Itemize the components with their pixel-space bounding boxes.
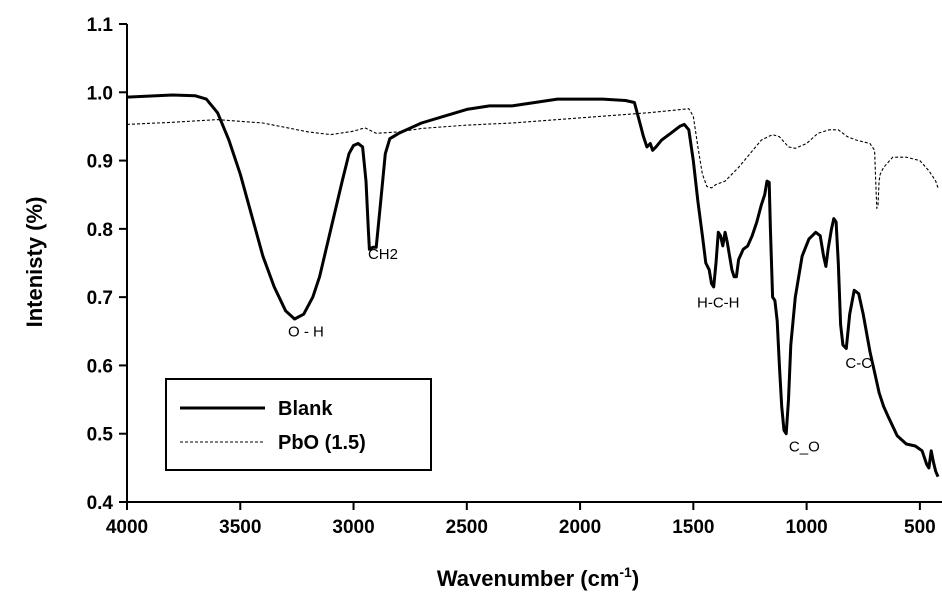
series-layer (126, 93, 940, 478)
x-tick-label: 500 (904, 517, 936, 538)
y-tick-label: 0.5 (87, 425, 114, 446)
x-axis-title: Wavenumber (cm-1) (437, 564, 639, 591)
x-axis-title-close: ) (632, 566, 639, 591)
x-tick-label: 3000 (332, 517, 374, 538)
tick-layer: 0.4 0.5 0.6 0.7 0.8 0.9 1.0 1.1 4000 3500 3000 2500… (87, 15, 936, 538)
legend-label-pbo: PbO (1.5) (278, 432, 366, 454)
y-tick-label: 0.9 (87, 152, 113, 173)
peak-annotation: C_O (789, 438, 820, 455)
y-tick-label: 0.8 (87, 220, 113, 241)
y-axis-title: Intenisty (%) (22, 197, 47, 328)
peak-annotation: O - H (288, 324, 324, 341)
annotation-layer: O - H CH2 H-C-H C_O C-C (288, 246, 872, 456)
x-tick-label: 2000 (559, 517, 601, 538)
y-tick-label: 0.6 (87, 356, 113, 377)
x-tick-label: 1500 (672, 517, 714, 538)
legend-label-blank: Blank (278, 398, 333, 420)
legend-box (165, 378, 432, 471)
series-line-blank (126, 93, 940, 478)
x-tick-label: 4000 (106, 517, 148, 538)
series-line-pbo (126, 108, 939, 209)
peak-annotation: CH2 (368, 246, 398, 263)
x-tick-label: 2500 (446, 517, 488, 538)
legend: Blank PbO (1.5) (165, 378, 432, 471)
peak-annotation: C-C (845, 355, 872, 372)
peak-annotation: H-C-H (697, 294, 740, 311)
x-tick-label: 1000 (785, 517, 827, 538)
y-tick-label: 0.4 (87, 493, 114, 514)
y-tick-label: 1.0 (87, 83, 113, 104)
x-axis-title-superscript: -1 (619, 564, 632, 580)
y-tick-label: 0.7 (87, 288, 113, 309)
x-tick-label: 3500 (219, 517, 261, 538)
x-axis-title-main: Wavenumber (cm (437, 566, 620, 591)
y-tick-label: 1.1 (87, 15, 114, 36)
